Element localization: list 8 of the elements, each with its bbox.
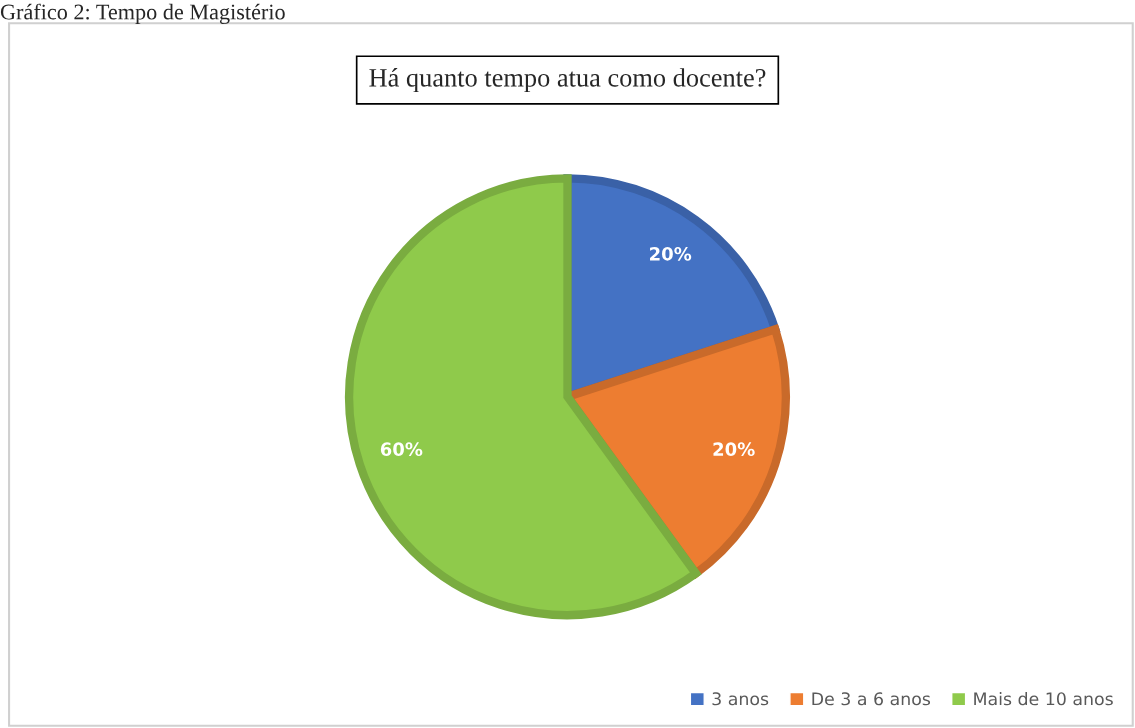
chart-title: Há quanto tempo atua como docente? <box>369 68 766 93</box>
legend-label: 3 anos <box>712 692 769 706</box>
text: Gráfico 2: Tempo de Magistério <box>0 3 285 25</box>
legend-label: De 3 a 6 anos <box>812 692 931 706</box>
data-label: 60% <box>380 442 423 456</box>
legend-label: Mais de 10 anos <box>974 691 1113 706</box>
data-label: 20% <box>650 246 692 261</box>
data-label: 20% <box>713 442 755 456</box>
